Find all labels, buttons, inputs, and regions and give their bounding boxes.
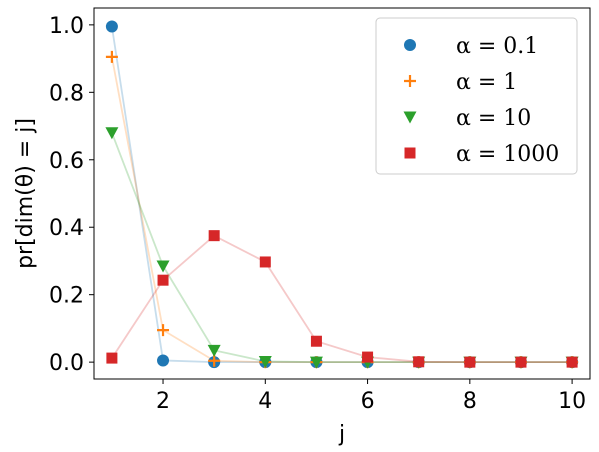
series-3-point — [464, 357, 475, 368]
series-0-point — [106, 21, 118, 33]
x-tick-label: 8 — [463, 389, 477, 414]
y-tick-label: 0.8 — [49, 81, 84, 106]
legend-label: α = 1 — [456, 70, 517, 95]
x-tick-label: 10 — [558, 389, 586, 414]
series-3-point — [158, 275, 169, 286]
x-tick-label: 4 — [258, 389, 272, 414]
series-3-point — [567, 357, 578, 368]
series-3-point — [311, 336, 322, 347]
series-0-point — [157, 354, 169, 366]
y-axis-label: pr[dim(θ) = j] — [13, 118, 38, 269]
legend-label: α = 1000 — [456, 142, 559, 167]
y-axis: 0.0 0.2 0.4 0.6 0.8 1.0 — [49, 14, 94, 376]
series-3-point — [106, 353, 117, 364]
series-3-point — [362, 352, 373, 363]
legend-marker — [405, 148, 416, 159]
series-3-point — [413, 356, 424, 367]
x-tick-label: 6 — [361, 389, 375, 414]
y-tick-label: 0.0 — [49, 351, 84, 376]
legend-marker — [404, 39, 416, 51]
x-axis-label: j — [338, 422, 345, 447]
series-2-point — [105, 127, 118, 139]
legend-label: α = 0.1 — [456, 34, 538, 59]
y-tick-label: 0.2 — [49, 284, 84, 309]
series-3-point — [209, 230, 220, 241]
y-tick-label: 0.4 — [49, 216, 84, 241]
legend-label: α = 10 — [456, 106, 531, 131]
legend: α = 0.1 α = 1 α = 10 α = 1000 — [376, 18, 577, 174]
series-line-3 — [112, 236, 572, 362]
y-tick-label: 0.6 — [49, 149, 84, 174]
x-axis: 2 4 6 8 10 — [156, 379, 586, 414]
series-3-point — [260, 256, 271, 267]
x-tick-label: 2 — [156, 389, 170, 414]
y-tick-label: 1.0 — [49, 14, 84, 39]
series-3-point — [515, 357, 526, 368]
series-2-point — [157, 261, 170, 273]
